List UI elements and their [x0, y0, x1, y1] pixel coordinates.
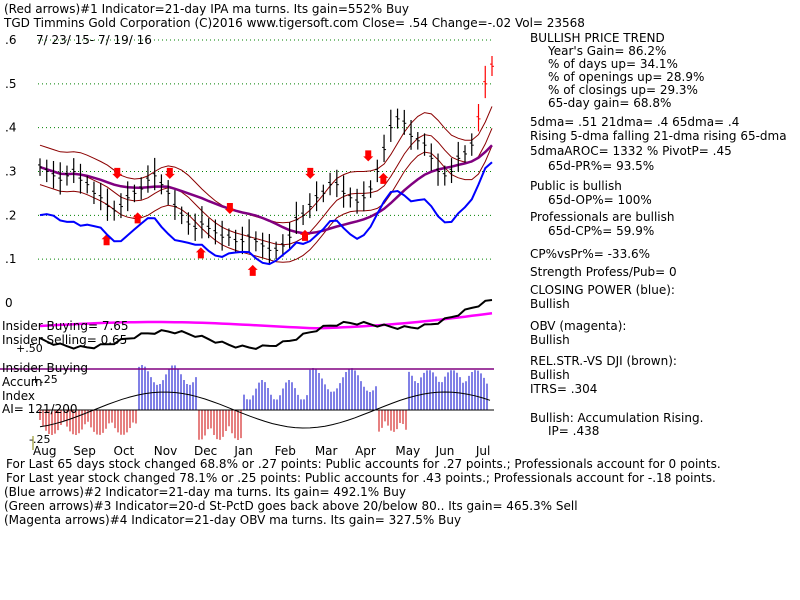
- red-up-arrow: [132, 212, 143, 224]
- accum-ma-line: [39, 391, 491, 429]
- label-minus-25: -.25: [29, 433, 51, 446]
- closing-power-title: CLOSING POWER (blue):: [530, 283, 675, 297]
- pr-percent: 65d-PR%= 93.5%: [548, 159, 655, 173]
- trend-item: % of openings up= 28.9%: [548, 70, 705, 84]
- date-range: 7/ 23/ 15- 7/ 19/ 16: [36, 33, 152, 47]
- ip-value: IP= .438: [548, 424, 600, 438]
- header-indicator-line: (Red arrows)#1 Indicator=21-day IPA ma t…: [4, 2, 409, 16]
- signal-arrows: [101, 150, 389, 276]
- accumulation-index: [39, 365, 491, 440]
- obv-value: Bullish: [530, 333, 570, 347]
- pros-cp: 65d-CP%= 59.9%: [548, 224, 655, 238]
- price-bars: [38, 55, 494, 264]
- x-tick-label: Jun: [435, 444, 455, 458]
- red-down-arrow: [363, 150, 374, 162]
- accum-status: Bullish: Accumulation Rising.: [530, 411, 704, 425]
- blue-arrows-note: (Blue arrows)#2 Indicator=21-day ma turn…: [4, 485, 406, 499]
- price-axis-labels: .6 .5 .4 .3 .2 .1 0: [5, 33, 16, 310]
- summary-last-year: For Last year stock changed 78.1% or .25…: [6, 471, 716, 485]
- insider-line: [39, 299, 493, 350]
- x-tick-label: Mar: [315, 444, 338, 458]
- x-tick-label: Sep: [73, 444, 96, 458]
- summary-65-days: For Last 65 days stock changed 68.8% or …: [6, 457, 721, 471]
- red-up-arrow: [378, 172, 389, 184]
- x-tick-label: Apr: [355, 444, 376, 458]
- ai-value: AI= 121/200: [2, 402, 78, 416]
- red-up-arrow: [195, 247, 206, 259]
- x-tick-label: Aug: [33, 444, 56, 458]
- x-tick-label: Jul: [475, 444, 490, 458]
- relstr-title: REL.STR.-VS DJI (brown):: [530, 354, 677, 368]
- y-tick-label: .6: [5, 33, 16, 47]
- x-tick-label: Oct: [114, 444, 135, 458]
- obv-line: [39, 299, 493, 350]
- trend-item: 65-day gain= 68.8%: [548, 96, 672, 110]
- x-tick-label: Dec: [194, 444, 217, 458]
- closing-power-line: [39, 161, 493, 266]
- red-down-arrow: [224, 202, 235, 214]
- ma65-line: [39, 144, 493, 235]
- magenta-arrows-note: (Magenta arrows)#4 Indicator=21-day OBV …: [4, 513, 462, 527]
- obv-line: [39, 312, 493, 330]
- x-tick-label: May: [395, 444, 420, 458]
- red-down-arrow: [305, 167, 316, 179]
- ma21-line: [39, 128, 493, 246]
- x-tick-label: Nov: [154, 444, 177, 458]
- y-tick-label: 0: [5, 296, 13, 310]
- accum-label: Accum: [2, 375, 43, 389]
- public-title: Public is bullish: [530, 179, 622, 193]
- month-axis-labels: Aug Sep Oct Nov Dec Jan Feb Mar Apr May Jun Jul: [33, 444, 490, 458]
- price-gridlines: [38, 39, 494, 260]
- relstr-value: Bullish: [530, 368, 570, 382]
- strength-ratio: Strength Profess/Pub= 0: [530, 265, 677, 279]
- trend-item: % of closings up= 29.3%: [548, 83, 698, 97]
- label-plus-25: +.25: [31, 373, 58, 386]
- index-label: Index: [2, 389, 36, 403]
- aroc-pivot: 5dmaAROC= 1332 % PivotP= .45: [530, 144, 732, 158]
- insider-buying-value: Insider Buying= 7.65: [2, 319, 129, 333]
- red-down-arrow: [164, 167, 175, 179]
- red-up-arrow: [247, 264, 258, 276]
- label-plus-50: +.50: [16, 342, 43, 355]
- pros-title: Professionals are bullish: [530, 210, 675, 224]
- y-tick-label: .2: [5, 208, 16, 222]
- insider-selling-value: Insider Selling= 0.65: [2, 333, 128, 347]
- ma-values: 5dma= .51 21dma= .4 65dma= .4: [530, 115, 740, 129]
- red-down-arrow: [112, 167, 123, 179]
- green-arrows-note: (Green arrows)#3 Indicator=20-d St-PctD …: [4, 499, 578, 513]
- cp-vs-pr: CP%vsPr%= -33.6%: [530, 247, 651, 261]
- red-up-arrow: [101, 234, 112, 246]
- obv-title: OBV (magenta):: [530, 319, 627, 333]
- y-tick-label: .4: [5, 121, 16, 135]
- closing-power-line: [39, 161, 493, 266]
- x-tick-label: Feb: [275, 444, 296, 458]
- trend-item: % of days up= 34.1%: [548, 57, 678, 71]
- public-op: 65d-OP%= 100%: [548, 193, 652, 207]
- closing-power-value: Bullish: [530, 297, 570, 311]
- itrs-value: ITRS= .304: [530, 382, 598, 396]
- red-up-arrow: [299, 229, 310, 241]
- ma-direction: Rising 5-dma falling 21-dma rising 65-dm…: [530, 129, 787, 143]
- trend-item: Year's Gain= 86.2%: [548, 44, 667, 58]
- insider-buying-label: Insider Buying: [2, 361, 88, 375]
- y-tick-label: .3: [5, 165, 16, 179]
- y-tick-label: .5: [5, 77, 16, 91]
- y-tick-label: .1: [5, 252, 16, 266]
- header-stock-line: TGD Timmins Gold Corporation (C)2016 www…: [4, 16, 585, 30]
- trend-title: BULLISH PRICE TREND: [530, 31, 665, 45]
- x-tick-label: Jan: [233, 444, 253, 458]
